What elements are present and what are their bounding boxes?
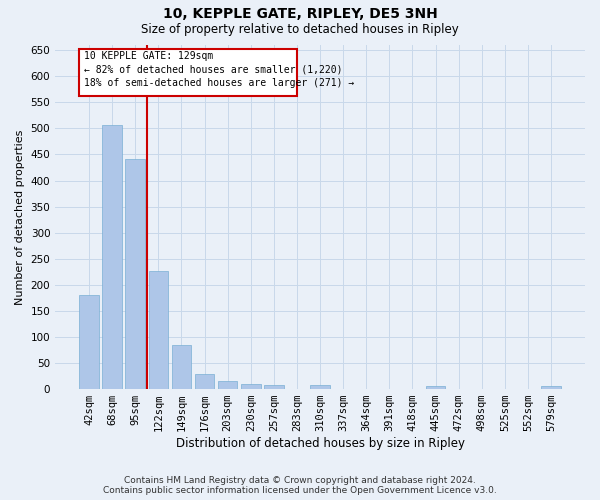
- Bar: [79, 295, 99, 389]
- Bar: [310, 386, 330, 389]
- Y-axis label: Number of detached properties: Number of detached properties: [15, 130, 25, 304]
- Bar: [149, 270, 168, 389]
- Bar: [125, 159, 145, 389]
- Bar: [79, 49, 297, 96]
- Bar: [241, 384, 260, 389]
- X-axis label: Distribution of detached houses by size in Ripley: Distribution of detached houses by size …: [176, 437, 464, 450]
- Bar: [172, 345, 191, 389]
- Bar: [195, 374, 214, 389]
- Bar: [264, 386, 284, 389]
- Text: Size of property relative to detached houses in Ripley: Size of property relative to detached ho…: [141, 22, 459, 36]
- Bar: [541, 386, 561, 389]
- Bar: [426, 386, 445, 389]
- Bar: [103, 125, 122, 389]
- Text: 10 KEPPLE GATE: 129sqm
← 82% of detached houses are smaller (1,220)
18% of semi-: 10 KEPPLE GATE: 129sqm ← 82% of detached…: [84, 52, 354, 88]
- Text: Contains HM Land Registry data © Crown copyright and database right 2024.
Contai: Contains HM Land Registry data © Crown c…: [103, 476, 497, 495]
- Text: 10, KEPPLE GATE, RIPLEY, DE5 3NH: 10, KEPPLE GATE, RIPLEY, DE5 3NH: [163, 8, 437, 22]
- Bar: [218, 382, 238, 389]
